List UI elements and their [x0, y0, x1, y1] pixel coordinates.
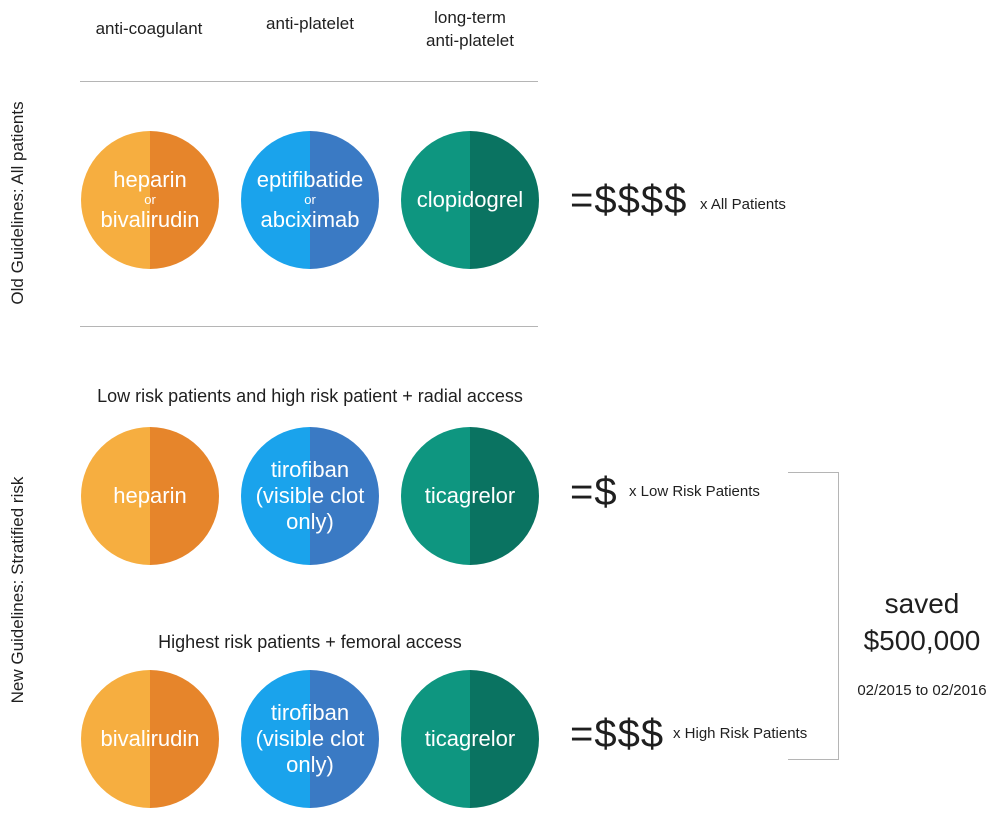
savings-title: saved: [884, 588, 960, 619]
divider-middle: [80, 326, 538, 327]
high-risk-row-title: Highest risk patients + femoral access: [158, 632, 462, 652]
drug-connector: or: [144, 192, 156, 207]
column-header-long-term-anti-platelet: long-term anti-platelet: [390, 6, 550, 52]
drug-name: bivalirudin: [100, 726, 200, 751]
drug-name: clopidogrel: [416, 187, 524, 212]
drug-name: abciximab: [260, 207, 360, 232]
drug-circle-heparin-or-bivalirudin: heparin or bivalirudin: [81, 131, 219, 269]
column-header-line-2: anti-platelet: [426, 31, 514, 50]
drug-name: heparin: [113, 483, 187, 508]
drug-circle-tirofiban: tirofiban (visible clot only): [241, 427, 379, 565]
column-header-anti-coagulant: anti-coagulant: [95, 19, 203, 38]
new-guidelines-label: New Guidelines: Stratified risk: [8, 476, 27, 704]
drug-circle-clopidogrel: clopidogrel: [401, 131, 539, 269]
drug-circle-ticagrelor: ticagrelor: [401, 427, 539, 565]
multiplier-all-patients: x All Patients: [700, 196, 786, 213]
drug-name: ticagrelor: [424, 726, 516, 751]
drug-name: ticagrelor: [424, 483, 516, 508]
multiplier-low-risk: x Low Risk Patients: [629, 483, 760, 500]
column-header-anti-platelet: anti-platelet: [266, 14, 354, 33]
divider-top: [80, 81, 538, 82]
drug-connector: or: [304, 192, 316, 207]
savings-bracket: [788, 472, 839, 760]
savings-amount: $500,000: [863, 625, 981, 656]
drug-circle-ticagrelor: ticagrelor: [401, 670, 539, 808]
drug-note: (visible clot: [255, 726, 365, 751]
cost-high-risk: =$$$: [570, 712, 665, 756]
drug-name: tirofiban: [270, 700, 350, 725]
column-header-line-1: long-term: [434, 8, 506, 27]
drug-name: heparin: [113, 167, 187, 192]
savings-period: 02/2015 to 02/2016: [857, 682, 987, 699]
drug-note: only): [286, 509, 334, 534]
drug-circle-heparin: heparin: [81, 427, 219, 565]
drug-circle-bivalirudin: bivalirudin: [81, 670, 219, 808]
old-guidelines-label: Old Guidelines: All patients: [8, 101, 27, 305]
drug-note: (visible clot: [255, 483, 365, 508]
drug-circle-eptifibatide-or-abciximab: eptifibatide or abciximab: [241, 131, 379, 269]
cost-old: =$$$$: [570, 178, 688, 222]
drug-name: eptifibatide: [256, 167, 364, 192]
drug-name: tirofiban: [270, 457, 350, 482]
drug-note: only): [286, 752, 334, 777]
multiplier-high-risk: x High Risk Patients: [673, 725, 808, 742]
cost-low-risk: =$: [570, 470, 618, 514]
low-risk-row-title: Low risk patients and high risk patient …: [97, 386, 523, 406]
drug-name: bivalirudin: [100, 207, 200, 232]
drug-circle-tirofiban: tirofiban (visible clot only): [241, 670, 379, 808]
